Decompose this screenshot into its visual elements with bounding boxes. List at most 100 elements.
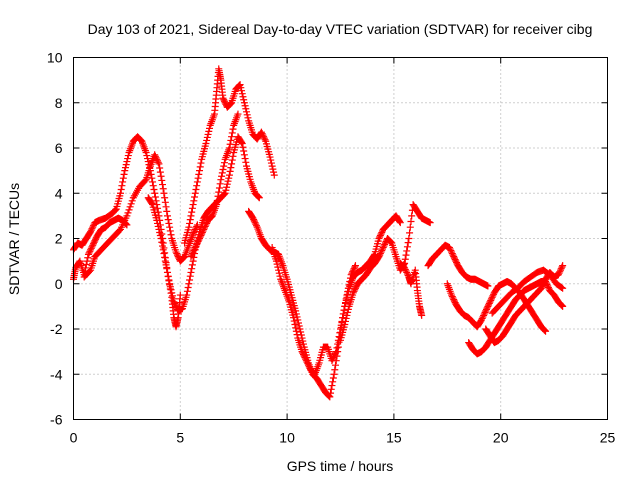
data-point <box>126 203 134 211</box>
data-point <box>159 239 167 247</box>
data-point <box>299 349 307 357</box>
data-point <box>191 244 199 252</box>
data-point <box>344 308 352 316</box>
data-point <box>225 144 233 152</box>
chart-title: Day 103 of 2021, Sidereal Day-to-day VTE… <box>88 21 593 37</box>
data-point <box>87 246 95 254</box>
data-point <box>349 289 357 297</box>
data-point <box>556 268 564 276</box>
data-point <box>350 265 358 273</box>
data-series <box>396 259 426 319</box>
data-point <box>339 310 347 318</box>
data-point <box>85 249 93 257</box>
data-point <box>331 366 339 374</box>
data-point <box>201 222 209 230</box>
data-point <box>186 216 194 224</box>
y-tick-label: 0 <box>55 276 63 292</box>
data-point <box>227 136 235 144</box>
data-point <box>166 227 174 235</box>
data-point <box>196 235 204 242</box>
data-point <box>188 250 196 258</box>
data-point <box>91 237 99 245</box>
data-point <box>191 193 199 201</box>
data-point <box>239 143 247 151</box>
data-point <box>184 284 192 292</box>
data-point <box>163 212 171 220</box>
data-point <box>194 174 202 182</box>
data-point <box>332 361 340 369</box>
data-point <box>542 327 550 335</box>
data-point <box>217 176 225 184</box>
data-point <box>228 156 236 164</box>
data-point <box>450 254 458 262</box>
data-point <box>92 235 100 243</box>
data-point <box>163 265 171 273</box>
data-point <box>407 218 415 226</box>
data-point <box>259 131 267 139</box>
data-point <box>236 81 244 89</box>
data-point <box>227 164 235 172</box>
data-point <box>330 370 338 378</box>
data-point <box>270 171 278 179</box>
data-point <box>171 301 179 309</box>
data-point <box>351 284 359 292</box>
data-point <box>295 322 303 330</box>
data-point <box>342 296 350 304</box>
data-point <box>327 389 335 397</box>
data-point <box>198 228 206 236</box>
data-point <box>159 242 166 250</box>
data-point <box>240 147 248 155</box>
data-point <box>220 97 228 105</box>
data-series <box>181 65 278 247</box>
data-point <box>124 209 132 217</box>
data-point <box>162 203 170 211</box>
x-tick-label: 0 <box>70 430 78 446</box>
data-point <box>162 261 170 269</box>
data-point <box>557 266 565 274</box>
data-point <box>243 108 251 116</box>
data-point <box>344 290 352 298</box>
data-point <box>172 302 180 310</box>
data-point <box>238 138 246 146</box>
data-point <box>539 281 547 289</box>
data-point <box>188 204 196 212</box>
data-point <box>302 355 310 363</box>
data-point <box>226 100 234 108</box>
data-point <box>89 241 97 249</box>
data-point <box>224 177 232 185</box>
data-point <box>341 317 349 325</box>
data-point <box>401 264 409 272</box>
data-point <box>375 253 383 261</box>
data-point <box>220 191 228 199</box>
data-point <box>221 99 229 107</box>
x-tick-label: 20 <box>493 430 509 446</box>
data-point <box>158 238 166 246</box>
data-point <box>151 189 159 197</box>
data-point <box>176 291 184 299</box>
data-point <box>186 219 194 227</box>
data-point <box>82 261 90 269</box>
data-point <box>229 152 237 160</box>
data-point <box>555 269 563 277</box>
data-point <box>84 250 92 258</box>
data-point <box>234 110 242 118</box>
data-point <box>303 358 311 366</box>
x-tick-label: 25 <box>600 430 616 446</box>
data-point <box>89 223 97 231</box>
data-point <box>143 152 151 160</box>
data-point <box>185 223 193 231</box>
data-point <box>111 207 119 215</box>
data-point <box>219 94 227 102</box>
data-point <box>341 320 349 328</box>
data-point <box>300 352 308 360</box>
data-point <box>154 204 162 212</box>
data-point <box>186 272 194 280</box>
data-point <box>87 244 95 252</box>
data-point <box>122 161 130 169</box>
data-point <box>540 326 548 334</box>
data-point <box>197 159 205 167</box>
data-point <box>274 263 282 271</box>
data-point <box>192 242 200 250</box>
data-point <box>157 235 165 242</box>
